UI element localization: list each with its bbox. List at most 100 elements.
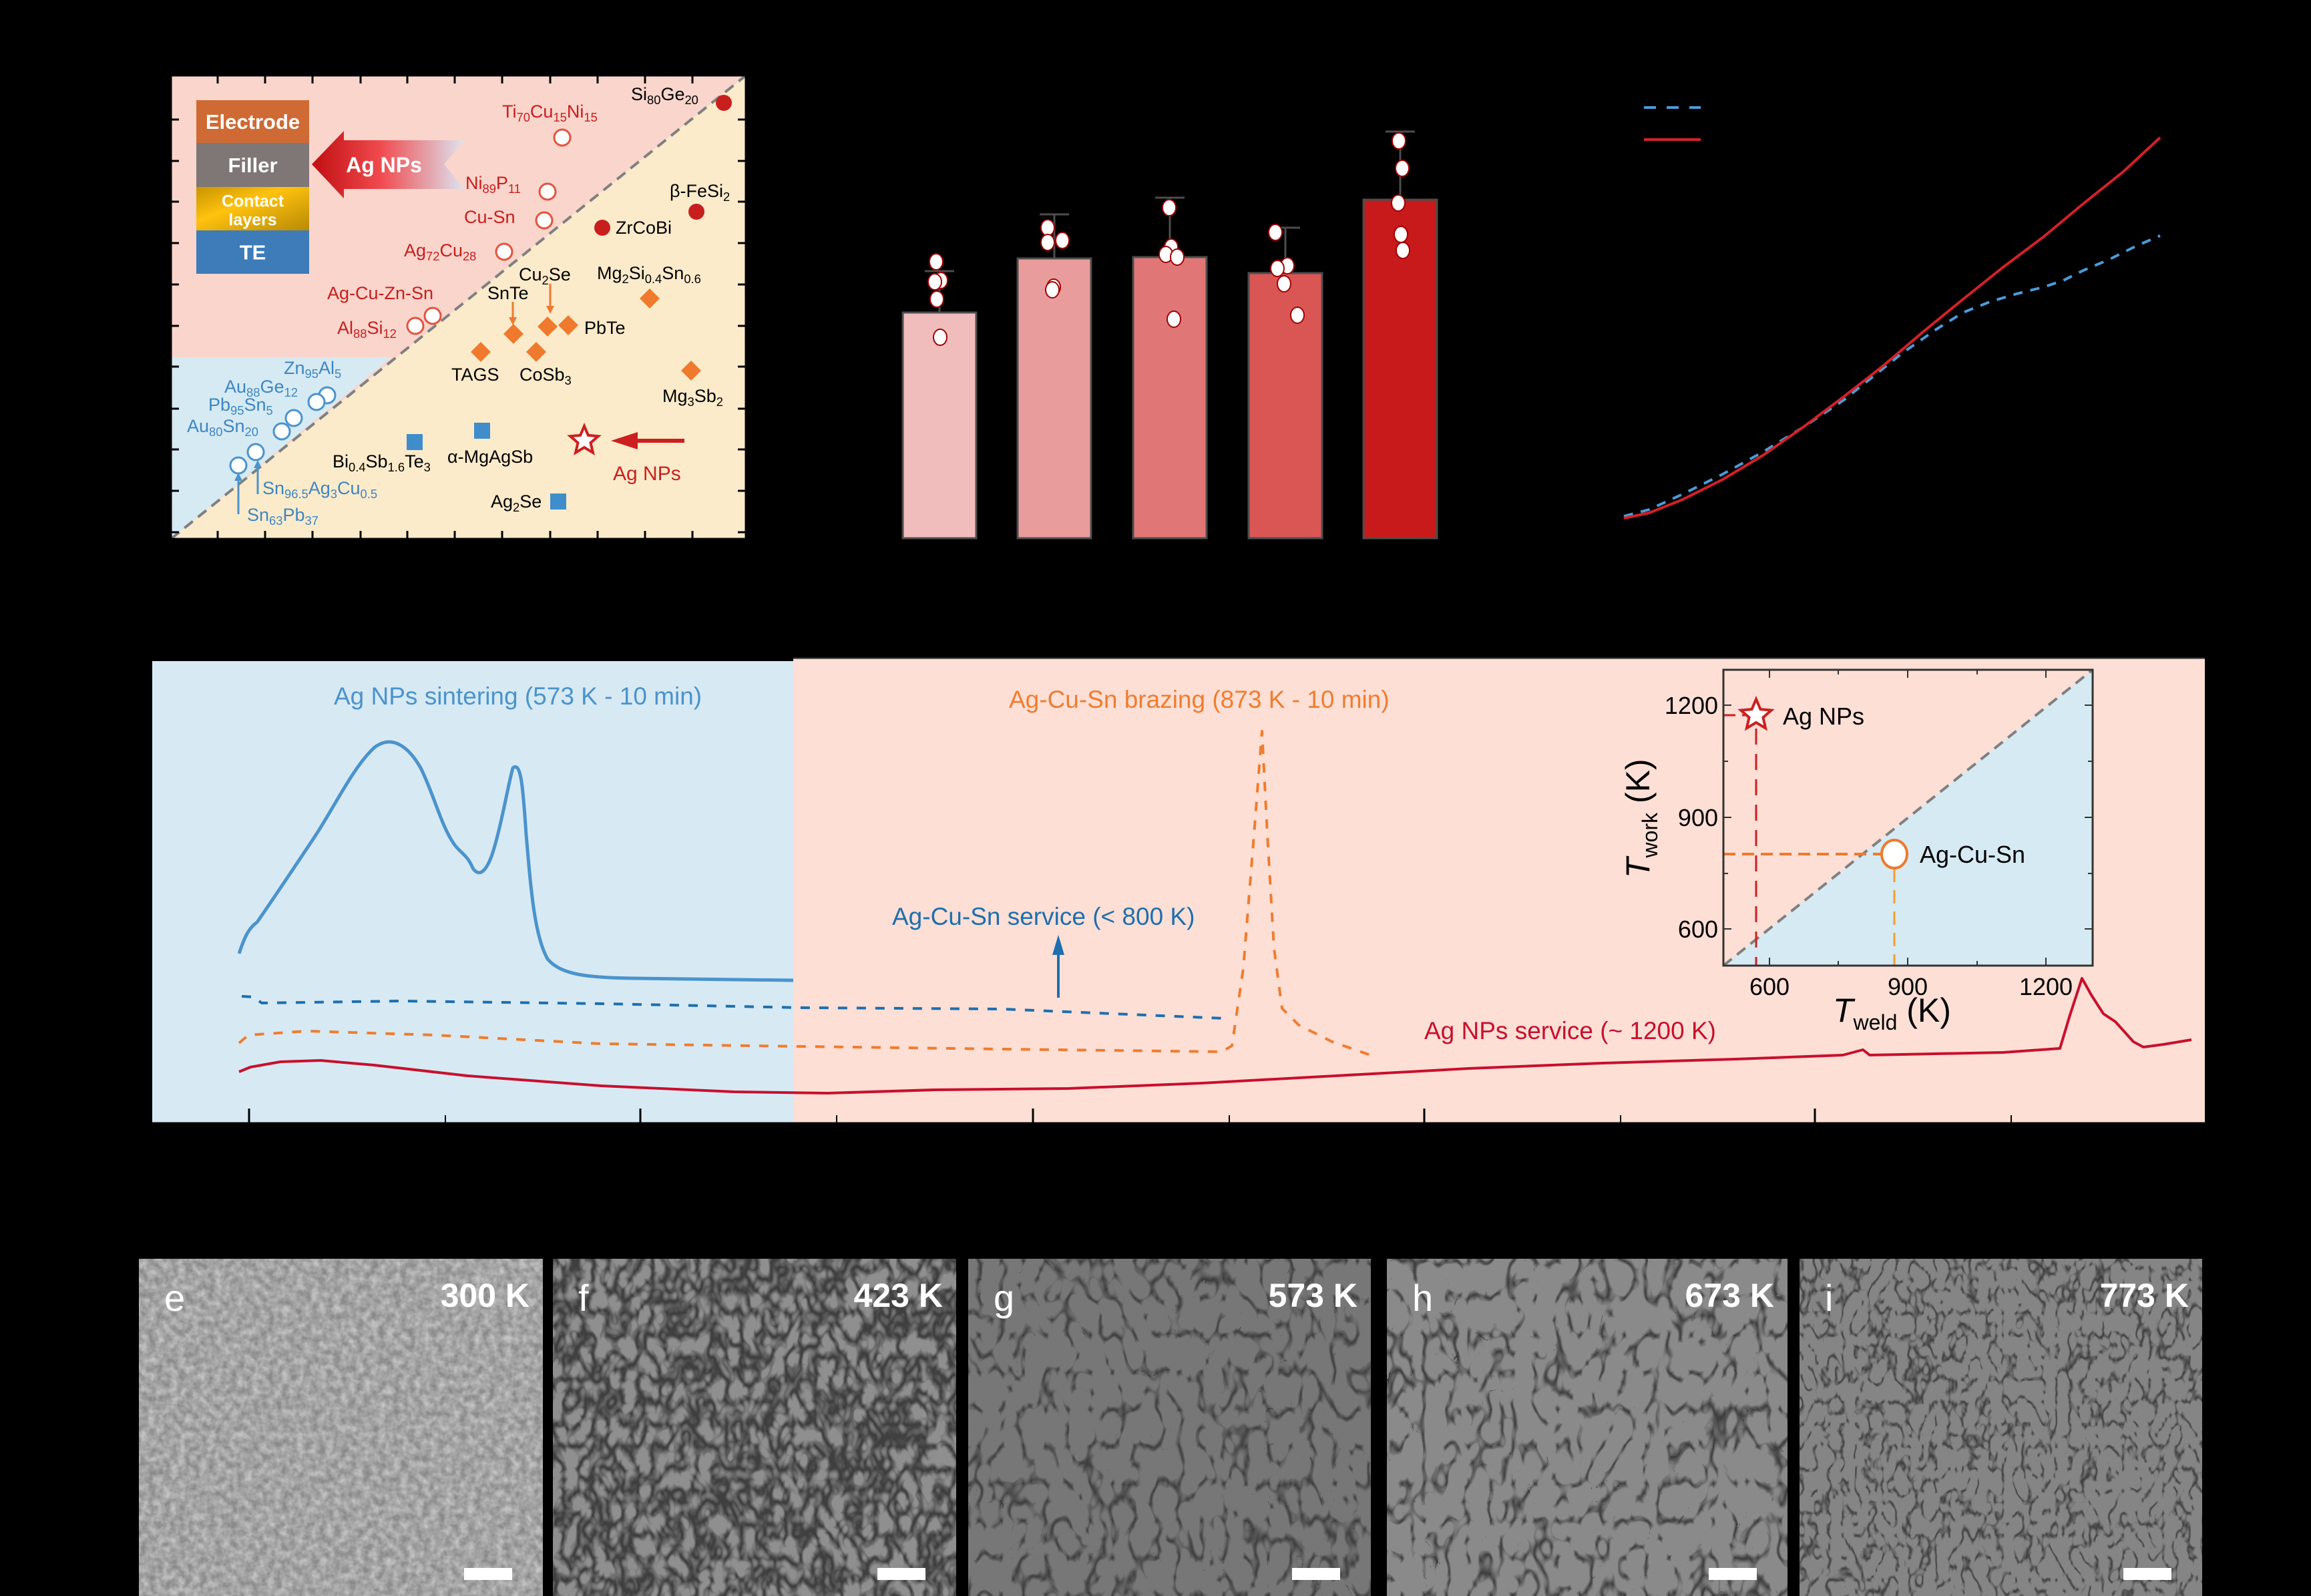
sem-image-texture [553,1259,956,1596]
point-label: α-MgAgSb [447,447,533,467]
point-label: Cu2Se [519,264,571,287]
ag-nps-label: Ag NPs [613,463,681,485]
marker-diamond [681,361,701,381]
data-point [1392,132,1406,150]
scale-bar [1292,1568,1340,1580]
marker-filled-circle [594,220,610,236]
stack-layer-label: Filler [228,154,277,177]
data-point [1167,311,1181,328]
marker-open-circle [406,317,425,335]
inset-y-tick-label: 900 [1678,804,1718,831]
inset-y-axis-label: Twork (K) [1619,759,1662,878]
point-label: Ag2Se [491,491,542,514]
data-point [1055,232,1070,249]
marker-diamond [640,288,660,309]
data-point [1394,226,1408,243]
stack-layer-contact [196,187,309,230]
sem-image-texture [1800,1259,2202,1596]
marker-diamond [538,317,558,337]
curve-label: Ag NPs service (~ 1200 K) [1424,1017,1716,1044]
curve-label: Ag-Cu-Sn service (< 800 K) [892,903,1195,930]
marker-open-circle [246,443,265,461]
data-point [1268,224,1283,241]
curve-ag-cu-sn-brazing [238,730,1375,1058]
diagonal-dashed-line [170,74,747,540]
marker-open-circle [553,128,572,147]
panel-d-dsc-curves: Ag NPs sintering (573 K - 10 min) Ag-Cu-S… [152,658,2205,1125]
bar-1 [901,311,978,540]
stack-layer-label: Contact [222,192,284,211]
curve-label: Ag-Cu-Sn brazing (873 K - 10 min) [1009,686,1390,713]
data-point [1045,281,1060,298]
sem-panel-letter: h [1412,1277,1433,1319]
data-point [929,253,943,270]
scale-bar [877,1568,925,1580]
curve-ag-nps-service [238,977,2192,1094]
sem-panel-letter: f [578,1277,589,1319]
inset-y-tick-label: 600 [1678,916,1718,943]
ag-nps-star-icon [567,422,602,455]
point-label: Mg2Si0.4Sn0.6 [597,263,701,286]
point-label: Sn63Pb37 [247,505,319,528]
marker-open-circle [495,242,513,261]
data-point [1170,248,1185,266]
point-label: TAGS [451,365,499,385]
point-label: Au88Ge12 [224,377,298,399]
pointer-arrowhead [254,460,262,468]
ag-nps-arrow [312,131,464,198]
ag-nps-arrow-label: Ag NPs [346,153,422,177]
marker-open-circle [423,307,442,325]
sem-temperature-label: 300 K [441,1277,530,1314]
data-point [1391,194,1406,212]
stack-layer-label: layers [228,211,276,230]
service-up-arrowhead [1052,935,1064,955]
marker-filled-circle [688,204,704,220]
sem-image-texture [968,1259,1371,1596]
point-label: β-FeSi2 [670,181,730,204]
data-point [1040,219,1055,236]
data-point [929,290,944,308]
inset-star-label: Ag NPs [1783,703,1864,730]
stack-layer-electrode [196,100,309,143]
sem-panel-g: g 573 K [968,1259,1371,1596]
marker-open-circle [284,409,303,427]
inset-y-tick-label: 1200 [1665,692,1718,719]
pointer-arrowhead [234,473,242,481]
sem-panel-letter: g [994,1277,1014,1319]
sem-panel-f: f 423 K [553,1259,956,1596]
curve-ag-nps-sintering [237,740,794,982]
marker-open-circle [538,182,557,201]
bar-4 [1247,272,1323,540]
curve-label: Ag NPs sintering (573 K - 10 min) [334,682,702,710]
inset-star-icon [1737,695,1775,731]
sem-panel-i: i 773 K [1800,1259,2202,1596]
point-label: Ni89P11 [465,173,521,196]
panel-c-line-chart [1623,106,2161,520]
panel-b-bar-chart [901,130,1438,540]
data-point [1290,307,1305,324]
marker-diamond [526,342,546,362]
inset-circle-label: Ag-Cu-Sn [1920,841,2025,868]
marker-open-circle [272,422,291,441]
sem-temperature-label: 773 K [2100,1277,2189,1314]
ag-nps-pointer-head [611,432,638,449]
bar-3 [1132,256,1208,540]
sem-panel-letter: i [1825,1277,1833,1319]
sem-panel-h: h 673 K [1387,1259,1788,1596]
marker-filled-circle [716,95,732,111]
point-label: Ti70Cu15Ni15 [502,102,598,124]
point-label: ZrCoBi [616,218,672,238]
inset-x-tick-label: 600 [1749,973,1790,1000]
data-point [1277,275,1291,292]
point-label: Si80Ge20 [631,84,698,107]
inset-x-tick-label: 1200 [2019,973,2073,1000]
point-label: Zn95Al5 [284,358,341,381]
scale-bar [1709,1568,1757,1580]
point-label: CoSb3 [519,365,572,387]
marker-diamond [471,342,491,362]
sem-panel-letter: e [164,1277,185,1319]
sem-image-texture [139,1259,543,1596]
stack-layer-filler [196,143,309,187]
